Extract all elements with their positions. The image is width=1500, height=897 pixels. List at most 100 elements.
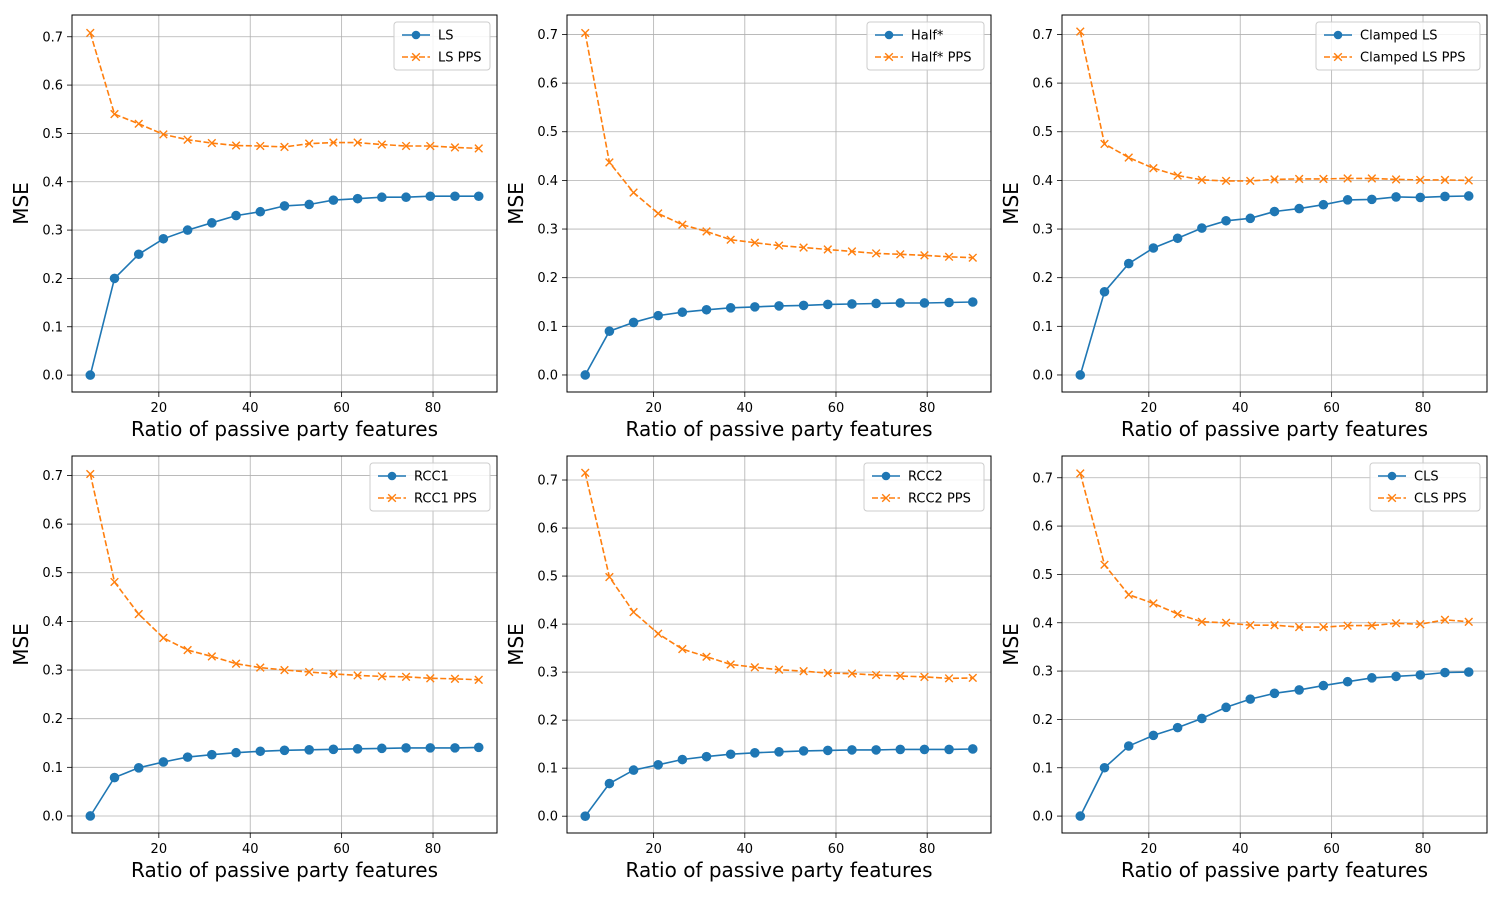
legend-label: RCC2 xyxy=(908,470,943,485)
y-tick-label: 0.3 xyxy=(42,664,63,679)
axes-frame xyxy=(71,455,498,834)
data-point xyxy=(377,672,387,681)
data-point xyxy=(329,138,338,147)
data-point xyxy=(1124,590,1134,600)
y-tick-label: 0.1 xyxy=(42,320,63,335)
data-point xyxy=(1270,175,1279,184)
x-axis-label: Ratio of passive party features xyxy=(1121,858,1428,882)
subplot-6: 20 40 60 80 0.0 0.1 0.2 0.3 0.4 0.5 0.6 0.7 Ratio of… xyxy=(999,455,1488,882)
data-point xyxy=(231,747,241,758)
x-tick-label: 40 xyxy=(737,401,754,416)
legend-label: Clamped LS PPS xyxy=(1360,51,1466,66)
x-tick-label: 80 xyxy=(1415,401,1432,416)
y-tick-label: 0.2 xyxy=(42,712,63,727)
y-tick-label: 0.0 xyxy=(537,368,558,383)
series-line-rcc2 xyxy=(584,748,973,817)
data-point xyxy=(1270,620,1279,630)
data-point xyxy=(799,666,808,676)
data-point xyxy=(1367,621,1377,630)
data-point xyxy=(401,672,411,682)
data-point xyxy=(1245,694,1256,704)
data-point xyxy=(377,192,387,203)
y-tick-label: 0.7 xyxy=(1032,28,1053,43)
data-point xyxy=(919,744,930,755)
data-point xyxy=(823,245,833,254)
data-point xyxy=(1245,213,1256,224)
data-point xyxy=(725,749,736,760)
legend-label: LS xyxy=(438,29,454,44)
y-tick-label: 0.0 xyxy=(537,810,558,825)
series-line-half- xyxy=(584,301,973,376)
data-point xyxy=(1075,469,1085,478)
data-point xyxy=(1124,153,1134,162)
y-tick-label: 0.0 xyxy=(1032,810,1053,825)
legend-label: Half* PPS xyxy=(911,51,972,66)
data-point xyxy=(255,141,265,151)
data-point xyxy=(1149,599,1158,608)
legend-label: CLS xyxy=(1414,470,1439,485)
data-point xyxy=(1221,176,1231,186)
data-point xyxy=(1197,617,1207,627)
data-point xyxy=(304,667,314,677)
x-tick-label: 60 xyxy=(1323,401,1340,416)
data-point xyxy=(328,195,339,205)
data-point xyxy=(1173,609,1182,619)
data-point xyxy=(207,138,217,148)
data-point xyxy=(182,752,193,762)
data-point xyxy=(1245,620,1255,630)
x-tick-label: 80 xyxy=(425,401,442,416)
y-tick-label: 0.2 xyxy=(42,272,63,287)
data-point xyxy=(701,751,712,762)
data-point xyxy=(158,233,169,244)
y-tick-label: 0.1 xyxy=(1032,320,1053,335)
legend-label: RCC2 PPS xyxy=(908,492,971,507)
data-point xyxy=(920,672,929,682)
y-tick-label: 0.6 xyxy=(537,77,558,92)
y-tick-label: 0.1 xyxy=(42,761,63,776)
data-point xyxy=(653,310,663,321)
data-point xyxy=(450,674,460,684)
y-tick-label: 0.3 xyxy=(1032,665,1053,680)
data-point xyxy=(1367,673,1377,683)
legend-label: Clamped LS xyxy=(1360,29,1437,44)
data-point xyxy=(1099,762,1110,773)
data-point xyxy=(1123,258,1134,269)
data-point xyxy=(944,744,954,755)
data-point xyxy=(678,220,687,229)
y-axis-label: MSE xyxy=(999,182,1023,225)
data-point xyxy=(401,192,411,203)
data-point xyxy=(799,243,808,252)
legend: Clamped LS Clamped LS PPS xyxy=(1315,21,1481,71)
x-tick-label: 40 xyxy=(242,401,259,416)
data-point xyxy=(798,300,809,311)
y-tick-label: 0.5 xyxy=(1032,568,1053,583)
x-tick-label: 20 xyxy=(151,401,168,416)
data-point xyxy=(473,742,484,753)
data-point xyxy=(1318,680,1329,691)
legend-marker xyxy=(1387,471,1397,481)
y-tick-label: 0.1 xyxy=(1032,761,1053,776)
data-point xyxy=(474,675,484,685)
data-point xyxy=(1367,174,1377,183)
data-point xyxy=(1123,741,1134,751)
data-point xyxy=(580,468,590,478)
data-point xyxy=(871,670,881,680)
data-point xyxy=(134,609,144,619)
data-point xyxy=(377,743,387,754)
legend: Half* Half* PPS xyxy=(866,21,985,71)
y-tick-label: 0.5 xyxy=(537,125,558,140)
data-point xyxy=(1415,175,1425,185)
data-point xyxy=(1391,618,1401,628)
data-point xyxy=(677,754,688,765)
legend-marker xyxy=(411,52,421,62)
data-point xyxy=(1415,670,1426,680)
data-point xyxy=(968,253,978,263)
y-tick-label: 0.7 xyxy=(42,30,63,45)
data-point xyxy=(1343,621,1352,630)
data-point xyxy=(702,227,711,236)
data-point xyxy=(1269,688,1280,699)
data-point xyxy=(968,673,978,683)
y-tick-label: 0.0 xyxy=(1032,368,1053,383)
data-point xyxy=(1172,233,1183,244)
subplot-5: 20 40 60 80 0.0 0.1 0.2 0.3 0.4 0.5 0.6 0.7 Ratio of… xyxy=(504,455,992,882)
